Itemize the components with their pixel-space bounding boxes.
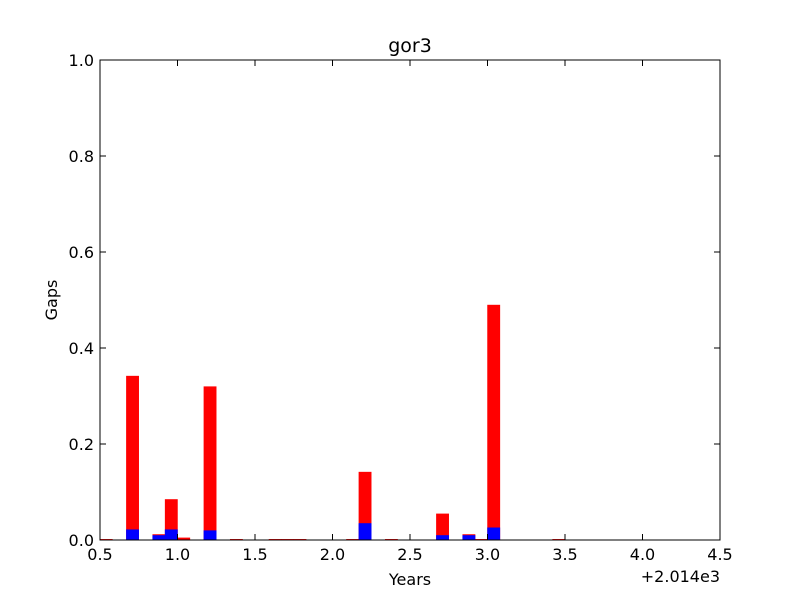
bar-series0-16 (487, 304, 501, 540)
x-tick-label-7: 4.0 (630, 545, 655, 564)
y-tick-label-2: 0.4 (69, 339, 94, 358)
bar-series1-0 (126, 529, 139, 540)
bar-series0-5 (203, 386, 217, 540)
bar-series1-4 (358, 523, 372, 540)
x-tick-label-8: 4.5 (707, 545, 732, 564)
x-tick-label-2: 1.5 (242, 545, 267, 564)
bar-series1-6 (462, 535, 476, 540)
bars-layer (99, 304, 566, 541)
x-axis-label: Years (388, 570, 431, 589)
y-axis-label: Gaps (42, 280, 61, 321)
x-offset-label: +2.014e3 (641, 567, 720, 586)
y-tick-label-4: 0.8 (69, 147, 94, 166)
bar-series1-2 (164, 529, 178, 540)
x-tick-label-0: 0.5 (87, 545, 112, 564)
bar-series1-5 (436, 535, 449, 540)
ticks-layer: 0.5 1.0 1.5 2.0 2.5 3.0 3.5 4.0 4.5 0.0 0.2 0.4 0.6 0… (69, 51, 733, 564)
y-tick-label-5: 1.0 (69, 51, 94, 70)
x-tick-label-5: 3.0 (475, 545, 500, 564)
x-tick-label-1: 1.0 (165, 545, 190, 564)
y-tick-label-1: 0.2 (69, 435, 94, 454)
chart-title: gor3 (388, 35, 432, 57)
plot-frame (99, 59, 721, 541)
bar-series0-11 (358, 471, 372, 540)
bar-series0-1 (126, 375, 139, 540)
y-tick-label-0: 0.0 (69, 531, 94, 550)
x-tick-label-6: 3.5 (552, 545, 577, 564)
bar-series0-4 (177, 537, 191, 540)
bar-series1-1 (152, 535, 166, 540)
bar-series1-7 (487, 527, 501, 540)
bar-series1-3 (203, 530, 217, 540)
y-tick-label-3: 0.6 (69, 243, 94, 262)
x-tick-label-3: 2.0 (320, 545, 345, 564)
bar-series0-13 (436, 513, 449, 540)
x-tick-label-4: 2.5 (397, 545, 422, 564)
